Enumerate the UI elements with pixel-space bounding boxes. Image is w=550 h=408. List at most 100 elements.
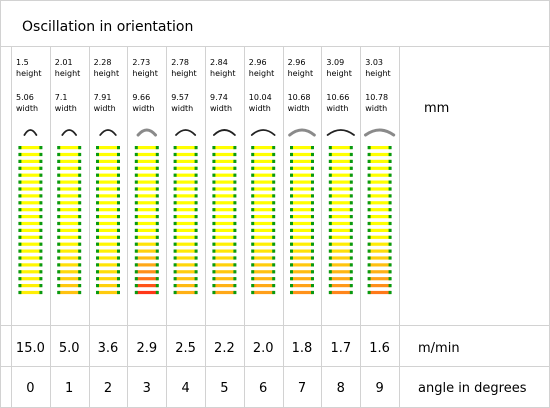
strip-edge — [388, 284, 392, 288]
column-4: 2.78 height 9.57 width 2.5 4 — [171, 58, 198, 396]
strip-band — [135, 215, 158, 219]
strip-edge — [78, 221, 82, 226]
strip-edge — [367, 173, 371, 177]
strip-edge — [388, 180, 392, 184]
strip-band — [58, 180, 81, 184]
strip-band — [252, 166, 275, 170]
strip-band — [97, 221, 119, 226]
strip-band — [19, 277, 42, 281]
strip-edge — [290, 201, 293, 205]
strip-band — [291, 290, 313, 295]
strip-edge — [311, 242, 314, 246]
strip-band — [252, 152, 275, 157]
height-value: 2.84 — [210, 58, 228, 67]
strip-edge — [134, 152, 138, 157]
strip-edge — [194, 256, 198, 260]
strip-edge — [251, 284, 255, 288]
strip-edge — [290, 159, 293, 163]
column-7: 2.96 height 10.68 width 1.8 7 — [288, 58, 316, 396]
strip-edge — [117, 152, 120, 157]
strip-edge — [155, 242, 159, 246]
strip-edge — [290, 187, 293, 191]
profile-arc-icon — [326, 129, 355, 136]
strip-band — [213, 146, 236, 150]
strip-edge — [155, 152, 159, 157]
strip-edge — [233, 173, 237, 177]
strip-edge — [96, 201, 99, 205]
strip-edge — [212, 277, 216, 281]
strip-edge — [117, 146, 120, 150]
strip-edge — [173, 208, 177, 212]
strip-edge — [251, 277, 255, 281]
strip-edge — [18, 187, 22, 191]
strip-edge — [311, 208, 314, 212]
strip-edge — [39, 187, 43, 191]
profile-arc-icon — [23, 129, 38, 136]
strip-band — [97, 228, 119, 232]
strip-band — [329, 235, 352, 239]
strip-edge — [18, 166, 22, 170]
strip-band — [135, 159, 158, 163]
strip-band — [135, 235, 158, 239]
strip-edge — [57, 256, 61, 260]
strip-edge — [78, 270, 82, 274]
strip-edge — [194, 159, 198, 163]
strip-edge — [233, 263, 237, 267]
strip-edge — [155, 146, 159, 150]
strip-edge — [212, 173, 216, 177]
strip-band — [291, 249, 313, 253]
strip-band — [58, 187, 81, 191]
strip-edge — [349, 215, 353, 219]
strip-edge — [328, 263, 332, 267]
strip-edge — [251, 187, 255, 191]
strip-edge — [328, 208, 332, 212]
strip-edge — [39, 256, 43, 260]
strip-edge — [57, 187, 61, 191]
strip-band — [174, 187, 197, 191]
strip-edge — [194, 146, 198, 150]
strip-band — [58, 277, 81, 281]
strip-band — [19, 146, 42, 150]
strip-band — [97, 249, 119, 253]
strip-edge — [117, 284, 120, 288]
strip-band — [213, 173, 236, 177]
strip-edge — [96, 270, 99, 274]
strip-edge — [96, 284, 99, 288]
strip-edge — [272, 173, 276, 177]
profile-arc-icon — [364, 128, 396, 137]
strip-edge — [78, 180, 82, 184]
strip-edge — [367, 290, 371, 295]
strip-band — [19, 173, 42, 177]
strip-band — [368, 256, 391, 260]
strip-band — [252, 173, 275, 177]
strip-edge — [134, 180, 138, 184]
strip-band — [19, 180, 42, 184]
column-6: 2.96 height 10.04 width 2.0 6 — [249, 58, 276, 396]
strip-edge — [251, 256, 255, 260]
strip-edge — [155, 270, 159, 274]
strip-edge — [290, 166, 293, 170]
speed-value: 2.5 — [175, 341, 196, 356]
strip-band — [135, 166, 158, 170]
strip-edge — [251, 221, 255, 226]
strip-band — [174, 235, 197, 239]
angle-value: 6 — [259, 381, 267, 396]
strip-edge — [272, 228, 276, 232]
strip-edge — [155, 256, 159, 260]
strip-band — [97, 146, 119, 150]
strip-band — [135, 228, 158, 232]
strip-edge — [311, 180, 314, 184]
strip-edge — [134, 166, 138, 170]
strip-edge — [78, 159, 82, 163]
strip-band — [19, 270, 42, 274]
strip-edge — [388, 215, 392, 219]
strip-edge — [349, 263, 353, 267]
strip-edge — [173, 221, 177, 226]
strip-band — [174, 263, 197, 267]
strip-band — [97, 235, 119, 239]
strip-band — [174, 277, 197, 281]
strip-edge — [311, 270, 314, 274]
strip-edge — [39, 277, 43, 281]
strip-edge — [155, 284, 159, 288]
strip-edge — [39, 270, 43, 274]
